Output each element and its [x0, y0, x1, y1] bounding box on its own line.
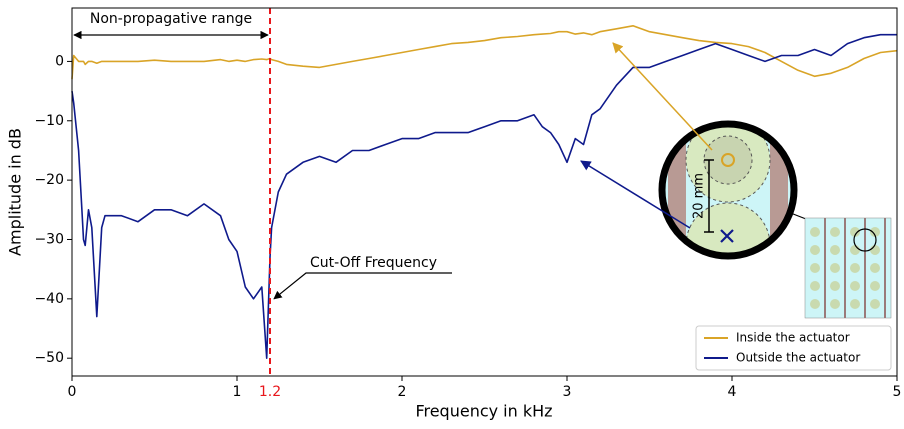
legend-label: Inside the actuator: [736, 331, 850, 345]
x-tick-label: 5: [893, 384, 902, 400]
x-tick-label: 2: [398, 384, 407, 400]
y-axis-label: Amplitude in dB: [6, 128, 25, 256]
inset-diagram: 20 mm: [580, 42, 892, 319]
series-line: [71, 33, 897, 359]
cutoff-annotation: Cut-Off Frequency: [310, 255, 437, 271]
y-tick-label: −40: [34, 291, 64, 307]
cutoff-pointer: [273, 272, 452, 300]
y-tick-label: −30: [34, 231, 64, 247]
cutoff-label: 1.2: [259, 384, 281, 400]
y-tick-label: 0: [55, 53, 64, 69]
x-tick-label: 3: [563, 384, 572, 400]
plot-frame: [71, 7, 898, 377]
x-axis-label: Frequency in kHz: [415, 402, 552, 421]
y-tick-label: −10: [34, 113, 64, 129]
legend-label: Outside the actuator: [736, 351, 860, 365]
range-label: Non-propagative range: [90, 11, 252, 27]
y-tick-label: −20: [34, 172, 64, 188]
legend-box: [695, 325, 892, 371]
x-tick-label: 0: [68, 384, 77, 400]
x-tick-label: 1: [233, 384, 242, 400]
y-tick-label: −50: [34, 350, 64, 366]
series-line: [71, 25, 898, 80]
x-tick-label: 4: [728, 384, 737, 400]
inset-label: 20 mm: [692, 173, 707, 219]
